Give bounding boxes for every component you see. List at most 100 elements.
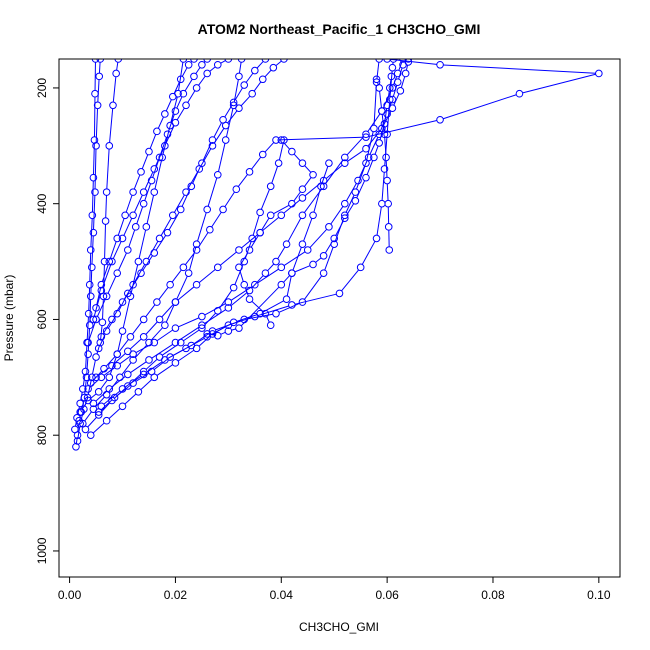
- data-point: [319, 269, 328, 277]
- series-segment: [192, 165, 201, 184]
- series-segment: [198, 335, 211, 347]
- series-segment: [287, 217, 302, 242]
- series-segment: [165, 304, 175, 323]
- series-segment: [385, 160, 388, 178]
- series-segment: [176, 275, 188, 300]
- series-segment: [345, 194, 355, 213]
- series-segment: [168, 114, 175, 132]
- series-segment: [207, 177, 218, 207]
- data-point: [108, 361, 116, 370]
- series-segment: [86, 357, 89, 375]
- data-point: [383, 101, 391, 110]
- series-segment: [251, 275, 264, 289]
- series-segment: [198, 75, 206, 86]
- series-segment: [220, 60, 226, 64]
- data-point: [251, 66, 259, 75]
- data-point: [98, 318, 107, 327]
- series-segment: [384, 137, 387, 155]
- series-segment: [303, 218, 313, 242]
- data-point: [401, 69, 410, 78]
- series-segment: [170, 96, 178, 123]
- data-point: [184, 269, 193, 277]
- series-segment: [330, 206, 344, 225]
- data-point: [124, 347, 132, 356]
- series-segment: [123, 218, 133, 236]
- data-point: [100, 257, 109, 266]
- series-segment: [341, 269, 359, 292]
- series-9: [97, 59, 398, 411]
- data-point: [340, 214, 349, 222]
- series-segment: [145, 358, 158, 370]
- data-point: [351, 188, 360, 196]
- data-point: [396, 87, 405, 95]
- series-segment: [379, 91, 382, 108]
- series-segment: [129, 338, 142, 350]
- data-point: [385, 84, 394, 92]
- data-point: [384, 223, 393, 231]
- data-point: [354, 176, 362, 185]
- series-segment: [130, 361, 147, 373]
- data-point: [94, 387, 103, 396]
- series-segment: [77, 426, 81, 438]
- series-segment: [292, 247, 302, 271]
- data-point: [198, 321, 206, 330]
- data-point: [105, 373, 114, 382]
- series-segment: [303, 177, 312, 187]
- series-segment: [366, 160, 374, 175]
- series-segment: [157, 116, 164, 129]
- series-segment: [117, 218, 125, 236]
- data-point: [121, 211, 129, 220]
- data-point: [85, 321, 94, 330]
- data-point: [102, 416, 111, 425]
- data-point: [129, 188, 137, 196]
- data-point: [118, 298, 127, 306]
- data-point: [229, 98, 238, 107]
- series-segment: [141, 154, 149, 169]
- series-segment: [116, 384, 131, 396]
- data-point: [266, 321, 275, 330]
- data-point: [118, 327, 127, 335]
- data-point: [124, 246, 132, 254]
- series-21: [203, 72, 396, 340]
- data-point: [171, 298, 180, 306]
- data-point: [105, 142, 114, 150]
- data-point: [145, 147, 153, 156]
- series-segment: [74, 420, 77, 427]
- series-20: [372, 75, 394, 254]
- series-segment: [286, 276, 292, 297]
- data-point: [81, 425, 90, 434]
- data-point: [171, 107, 180, 115]
- data-point: [277, 280, 286, 289]
- series-segment: [213, 128, 225, 144]
- series-segment: [266, 316, 270, 323]
- data-point: [383, 130, 391, 139]
- series-segment: [88, 288, 91, 311]
- x-tick-label: 0.08: [481, 588, 505, 602]
- data-point: [118, 234, 127, 243]
- series-segment: [118, 339, 129, 352]
- series-segment: [224, 191, 235, 207]
- data-point: [94, 411, 103, 419]
- data-point: [102, 292, 111, 301]
- series-segment: [262, 216, 280, 231]
- data-point: [208, 142, 217, 150]
- series-segment: [189, 247, 197, 271]
- data-point: [340, 153, 349, 162]
- series-10: [89, 59, 407, 408]
- series-12: [92, 59, 413, 382]
- series-segment: [369, 120, 437, 137]
- series-segment: [234, 264, 244, 285]
- data-point: [309, 260, 317, 269]
- data-point: [124, 370, 132, 379]
- series-segment: [264, 69, 272, 78]
- series-segment: [260, 189, 270, 210]
- data-point: [161, 321, 169, 330]
- data-point: [198, 312, 206, 321]
- series-segment: [94, 149, 97, 189]
- series-8: [94, 59, 383, 416]
- series-segment: [273, 204, 290, 215]
- series-segment: [257, 268, 279, 284]
- series-18: [92, 59, 198, 312]
- series-segment: [155, 235, 167, 251]
- data-point: [340, 211, 349, 220]
